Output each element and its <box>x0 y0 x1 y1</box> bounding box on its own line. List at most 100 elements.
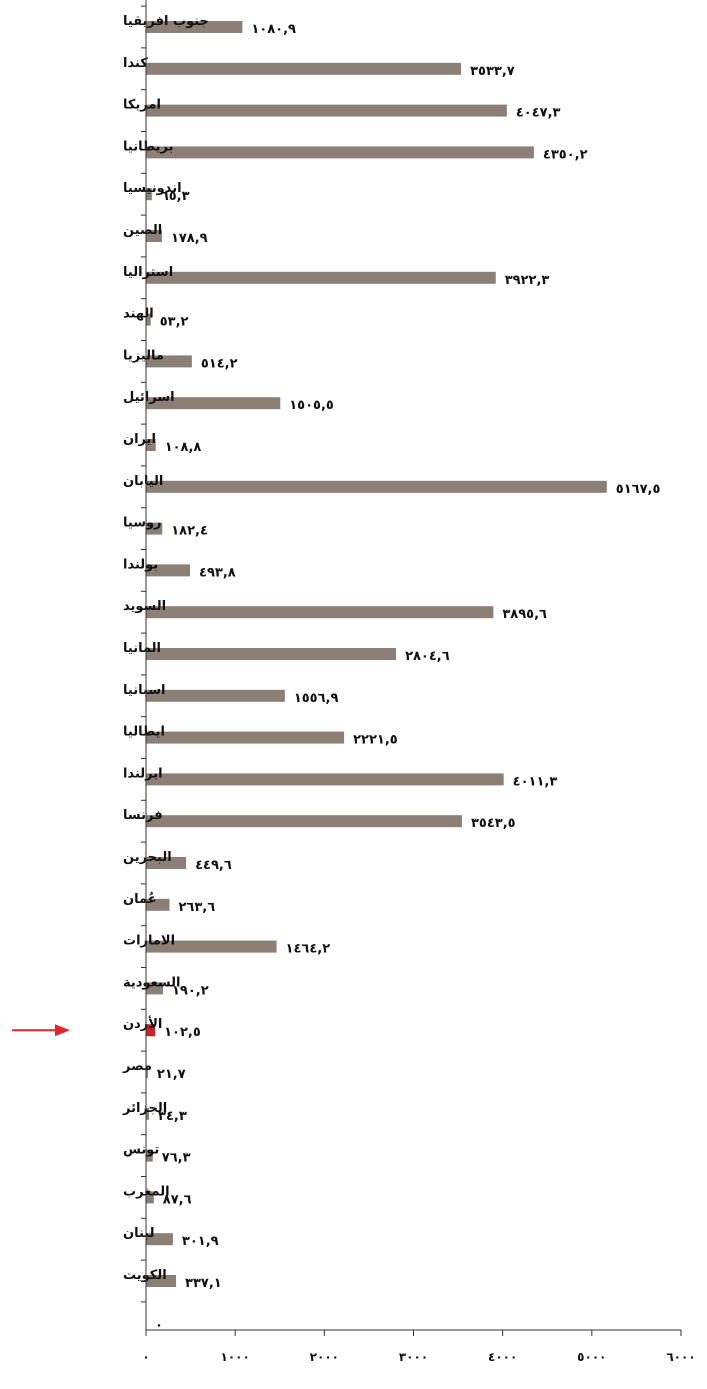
x-tick-label: ٠ <box>142 1350 149 1364</box>
bar <box>146 1149 153 1162</box>
value-label: ١٧٨,٩ <box>171 231 208 246</box>
bar <box>146 313 151 326</box>
x-tick-label: ٣٠٠٠ <box>399 1350 428 1364</box>
category-label: الأردن <box>123 1015 162 1032</box>
value-label: ١٥٠٥,٥ <box>289 398 334 413</box>
category-label: روسيا <box>123 516 162 531</box>
x-tick-label: ٥٠٠٠ <box>577 1350 606 1364</box>
bar <box>146 1233 173 1246</box>
category-label: الهند <box>123 307 154 322</box>
bar <box>146 689 285 702</box>
bar <box>146 898 170 911</box>
bar <box>146 146 534 159</box>
x-tick-label: ٢٠٠٠ <box>310 1350 339 1364</box>
category-label: اندونيسيا <box>123 181 182 196</box>
bar <box>146 606 494 619</box>
bar <box>146 815 462 828</box>
bar <box>146 271 496 284</box>
value-label: ٢٢٢١,٥ <box>353 733 398 748</box>
category-labels: جنوب افريقيا كندا امريكا بريطانيا اندونيسيا ا… <box>122 14 209 1283</box>
value-label: ١٩٠,٢ <box>172 983 209 998</box>
category-label: اسبانيا <box>123 683 166 698</box>
value-label: ٣٩٢٢,٣ <box>505 273 550 288</box>
bar <box>146 397 281 410</box>
category-label: لبنان <box>123 1226 154 1241</box>
bar <box>146 1275 177 1287</box>
category-label: مصر <box>122 1059 152 1074</box>
bar <box>146 104 507 117</box>
value-label: ٢١,٧ <box>157 1067 186 1082</box>
bar <box>146 230 162 242</box>
axes: ٠ ١٠٠٠ ٢٠٠٠ ٣٠٠٠ ٤٠٠٠ ٥٠٠٠ ٦٠٠٠ <box>142 0 696 1364</box>
value-label: ١٤٦٤,٢ <box>286 942 331 957</box>
value-label: ٤٠٤٧,٣ <box>516 106 561 121</box>
bar <box>146 62 462 75</box>
category-label: فرنسا <box>123 808 163 823</box>
bar <box>146 1066 148 1078</box>
bars <box>146 21 607 1287</box>
bar <box>146 355 192 368</box>
arrow-head-icon <box>55 1024 70 1037</box>
category-label: بريطانيا <box>123 139 173 154</box>
value-label: ٤٠١١,٣ <box>513 774 558 789</box>
bar <box>146 648 397 660</box>
category-label: الامارات <box>123 934 175 949</box>
value-label: ٣٥٤٣,٥ <box>471 816 516 831</box>
value-label: ٧٦,٣ <box>162 1151 191 1166</box>
bar <box>146 1191 154 1204</box>
category-label: البحرين <box>123 850 172 865</box>
x-tick-label: ٤٠٠٠ <box>488 1350 517 1364</box>
category-label: جنوب افريقيا <box>123 14 209 29</box>
value-label: ٥١٦٧,٥ <box>616 482 661 497</box>
category-label: اسرائيل <box>123 390 175 405</box>
value-label: ٢٨٠٤,٦ <box>405 649 450 664</box>
category-label: تونس <box>123 1143 159 1158</box>
value-labels: ١٠٨٠,٩ ٣٥٣٣,٧ ٤٠٤٧,٣ ٤٣٥٠,٢ ٦٥,٣ ١٧٨,٩ ٣٩٢٢,٣ ٥… <box>155 22 660 1333</box>
category-label: الجزائر <box>122 1101 167 1116</box>
value-label: ٢٦٣,٦ <box>179 900 216 915</box>
bar <box>146 188 152 201</box>
bar <box>146 773 504 786</box>
category-label: استراليا <box>123 265 173 280</box>
value-label: ٣٠١,٩ <box>182 1234 219 1249</box>
x-tick-label: ٦٠٠٠ <box>666 1350 695 1364</box>
value-label: ٣٥٣٣,٧ <box>470 64 515 79</box>
value-label: ٨٧,٦ <box>163 1192 192 1207</box>
highlight-arrow <box>12 1024 70 1037</box>
y-axis-ticks <box>141 5 146 1303</box>
value-label: ٠ <box>155 1318 163 1333</box>
value-label: ٦٥,٣ <box>161 189 190 204</box>
category-label: ايرلندا <box>123 766 163 781</box>
bar <box>146 857 187 869</box>
value-label: ١٠٨٠,٩ <box>251 22 296 37</box>
value-label: ٤٤٩,٦ <box>195 858 232 873</box>
category-label: السعودية <box>123 975 181 990</box>
x-tick-label: ١٠٠٠ <box>221 1350 250 1364</box>
category-label: الصين <box>123 223 162 238</box>
category-label: امريكا <box>123 98 161 113</box>
value-label: ٤٣٥٠,٢ <box>543 147 588 162</box>
bar <box>146 940 277 953</box>
bar <box>146 982 163 995</box>
category-label: اليابان <box>123 474 163 489</box>
category-label: عُمان <box>123 891 157 907</box>
value-label: ٣٤,٣ <box>158 1109 187 1124</box>
bar <box>146 1024 156 1037</box>
value-label: ١٠٨,٨ <box>165 440 202 455</box>
bar <box>146 564 191 577</box>
category-label: كندا <box>123 56 148 71</box>
category-label: ماليزيا <box>123 348 164 363</box>
category-label: ايران <box>123 432 156 447</box>
bar <box>146 480 607 493</box>
value-label: ٣٨٩٥,٦ <box>502 607 547 622</box>
bar <box>146 21 243 33</box>
bar <box>146 522 163 535</box>
category-label: المانيا <box>123 641 161 656</box>
value-label: ٣٣٧,١ <box>185 1276 222 1291</box>
value-label: ١٠٢,٥ <box>164 1025 201 1040</box>
category-label: ايطاليا <box>123 725 165 740</box>
value-label: ١٥٥٦,٩ <box>294 691 339 706</box>
category-label: الكويت <box>123 1268 167 1283</box>
value-label: ٥١٤,٢ <box>201 356 238 371</box>
